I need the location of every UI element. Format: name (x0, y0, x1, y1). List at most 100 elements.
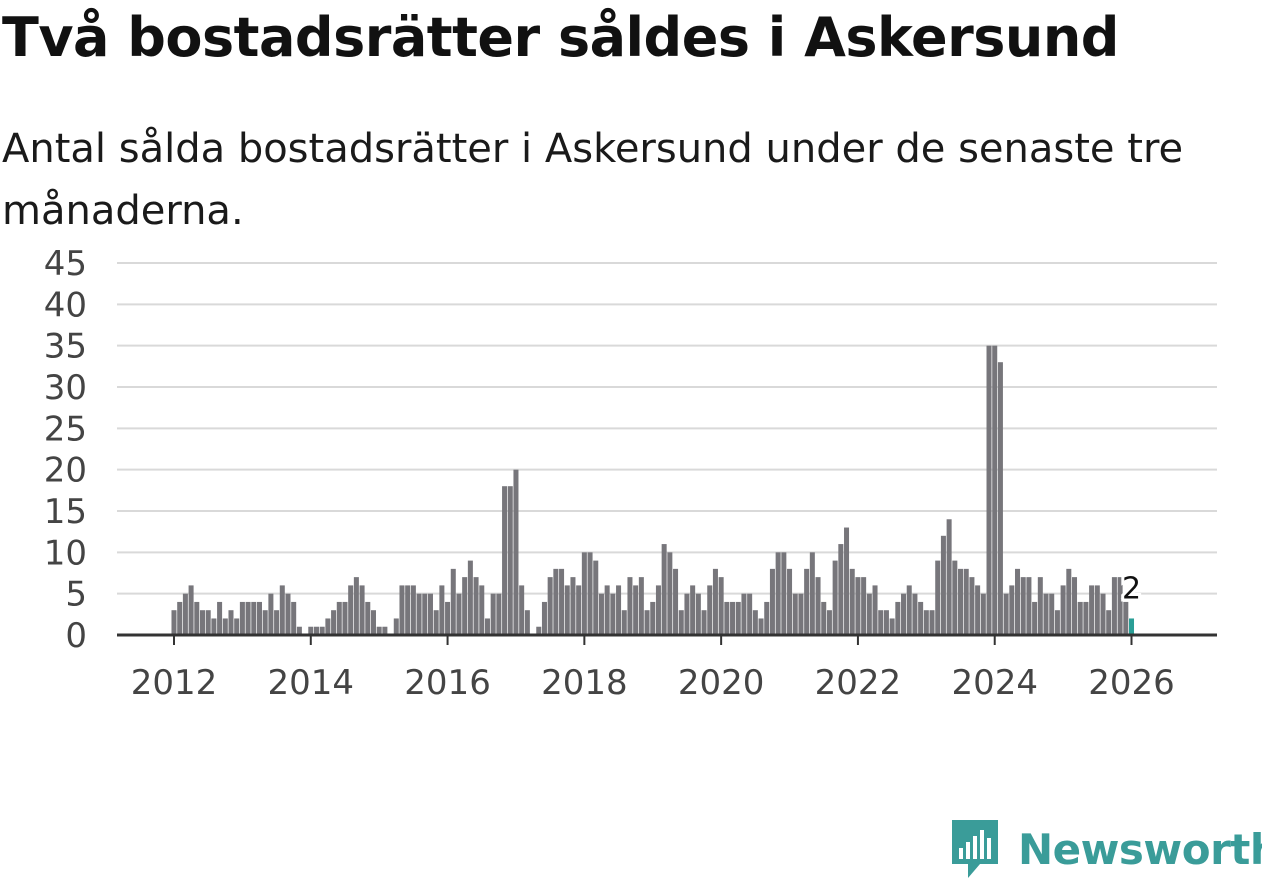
bar (1083, 601, 1089, 635)
bar (878, 610, 884, 635)
bar (348, 585, 354, 635)
y-tick-label: 5 (65, 575, 87, 615)
bar (838, 544, 844, 635)
bar (313, 626, 319, 635)
bar (445, 601, 451, 635)
bar (222, 618, 228, 635)
newsworthy-logo: Newsworthy (950, 818, 1262, 880)
bar (929, 610, 935, 635)
bar (308, 626, 314, 635)
bar (866, 593, 872, 635)
bar (701, 610, 707, 635)
x-tick-label: 2012 (131, 663, 218, 703)
bar (1037, 577, 1043, 635)
bar (1072, 577, 1078, 635)
bar (228, 610, 234, 635)
bar (325, 618, 331, 635)
brand-name: Newsworthy (1018, 824, 1262, 874)
bar (735, 601, 741, 635)
bar (1123, 601, 1129, 635)
y-tick-label: 30 (44, 368, 87, 408)
bar (1020, 577, 1026, 635)
bar (667, 552, 673, 635)
bar (422, 593, 428, 635)
bar (935, 560, 941, 635)
bar (895, 601, 901, 635)
bar (513, 469, 519, 635)
bar (1106, 610, 1112, 635)
bar (712, 568, 718, 635)
bar (199, 610, 205, 635)
bar (1129, 618, 1135, 635)
bar (963, 568, 969, 635)
bar (678, 610, 684, 635)
highlight-data-label: 2 (1122, 571, 1141, 606)
bar (684, 593, 690, 635)
bar (798, 593, 804, 635)
bar (319, 626, 325, 635)
bar (912, 593, 918, 635)
bar (296, 626, 302, 635)
bar (992, 345, 998, 635)
chart-subtitle: Antal sålda bostadsrätter i Askersund un… (2, 126, 1184, 234)
y-tick-label: 25 (44, 409, 87, 449)
bar (1043, 593, 1049, 635)
bar (519, 585, 525, 635)
bar (553, 568, 559, 635)
bar (251, 601, 257, 635)
bar (787, 568, 793, 635)
bar (285, 593, 291, 635)
bar (1077, 601, 1083, 635)
x-tick-label: 2022 (815, 663, 902, 703)
bar (661, 544, 667, 635)
bar (274, 610, 280, 635)
bar (650, 601, 656, 635)
bar (752, 610, 758, 635)
bar (359, 585, 365, 635)
bar (439, 585, 445, 635)
bar (399, 585, 405, 635)
bar (581, 552, 587, 635)
bar (593, 560, 599, 635)
x-tick-label: 2026 (1088, 663, 1175, 703)
bar (769, 568, 775, 635)
bar (524, 610, 530, 635)
bar (393, 618, 399, 635)
bar (695, 593, 701, 635)
bar (268, 593, 274, 635)
bar (410, 585, 416, 635)
bar (382, 626, 388, 635)
bar (844, 527, 850, 635)
bar (576, 585, 582, 635)
bar (604, 585, 610, 635)
bar (462, 577, 468, 635)
bar (256, 601, 262, 635)
bar (416, 593, 422, 635)
y-tick-label: 15 (44, 492, 87, 532)
bar (450, 568, 456, 635)
bar (1060, 585, 1066, 635)
bar (730, 601, 736, 635)
bar (1054, 610, 1060, 635)
bar (758, 618, 764, 635)
bar (559, 568, 565, 635)
x-tick-label: 2020 (678, 663, 765, 703)
bar (1111, 577, 1117, 635)
bar (336, 601, 342, 635)
bar (211, 618, 217, 635)
bar (832, 560, 838, 635)
bar (541, 601, 547, 635)
bar (376, 626, 382, 635)
bar (707, 585, 713, 635)
x-tick-label: 2014 (268, 663, 355, 703)
bar (849, 568, 855, 635)
bar (365, 601, 371, 635)
bar (747, 593, 753, 635)
bar (456, 593, 462, 635)
bar (405, 585, 411, 635)
bar (570, 577, 576, 635)
bar (792, 593, 798, 635)
bar (194, 601, 200, 635)
bar (331, 610, 337, 635)
bar (1089, 585, 1095, 635)
